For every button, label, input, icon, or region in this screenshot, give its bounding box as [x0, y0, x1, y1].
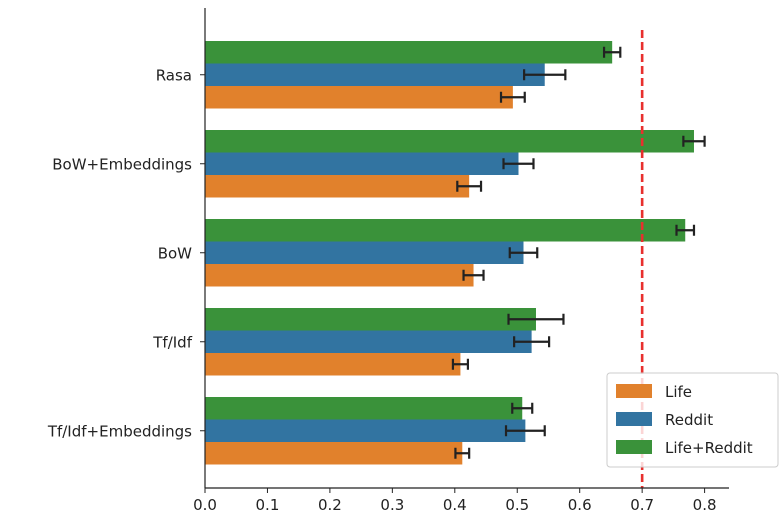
y-tick-label: Tf/Idf — [152, 333, 192, 351]
bar-life-reddit — [205, 397, 523, 420]
legend: Life Reddit Life+Reddit — [606, 372, 779, 468]
x-tick-label: 0.0 — [193, 496, 217, 514]
bar-reddit — [205, 63, 545, 86]
legend-label: Life — [665, 383, 692, 401]
bar-reddit — [205, 152, 519, 175]
y-tick-label: BoW — [158, 244, 192, 262]
x-tick-label: 0.3 — [380, 496, 404, 514]
legend-swatch — [616, 412, 652, 426]
y-tick-label: BoW+Embeddings — [52, 155, 192, 173]
x-tick-label: 0.1 — [256, 496, 280, 514]
legend-label: Life+Reddit — [665, 439, 753, 457]
x-tick-label: 0.2 — [318, 496, 342, 514]
bar-life-reddit — [205, 41, 613, 64]
bar-life — [205, 175, 470, 198]
x-tick-label: 0.4 — [443, 496, 467, 514]
plot-area: Rasa BoW+Embeddings BoW Tf/Idf Tf/Idf+Embedd… — [47, 8, 729, 514]
x-tick-label: 0.8 — [693, 496, 717, 514]
bar-life — [205, 353, 461, 376]
bar-life — [205, 86, 513, 109]
bar-reddit — [205, 241, 524, 264]
bar-life — [205, 264, 474, 287]
x-tick-label: 0.7 — [630, 496, 654, 514]
bar-life-reddit — [205, 308, 536, 331]
y-tick-label: Rasa — [156, 66, 192, 84]
bar-life-reddit — [205, 219, 686, 242]
legend-label: Reddit — [665, 411, 713, 429]
bar-reddit — [205, 330, 532, 353]
legend-swatch — [616, 384, 652, 398]
bar-reddit — [205, 419, 526, 442]
bar-life — [205, 442, 463, 465]
x-tick-label: 0.5 — [505, 496, 529, 514]
bar-life-reddit — [205, 130, 694, 153]
legend-swatch — [616, 440, 652, 454]
y-tick-label: Tf/Idf+Embeddings — [47, 422, 192, 440]
x-tick-label: 0.6 — [568, 496, 592, 514]
